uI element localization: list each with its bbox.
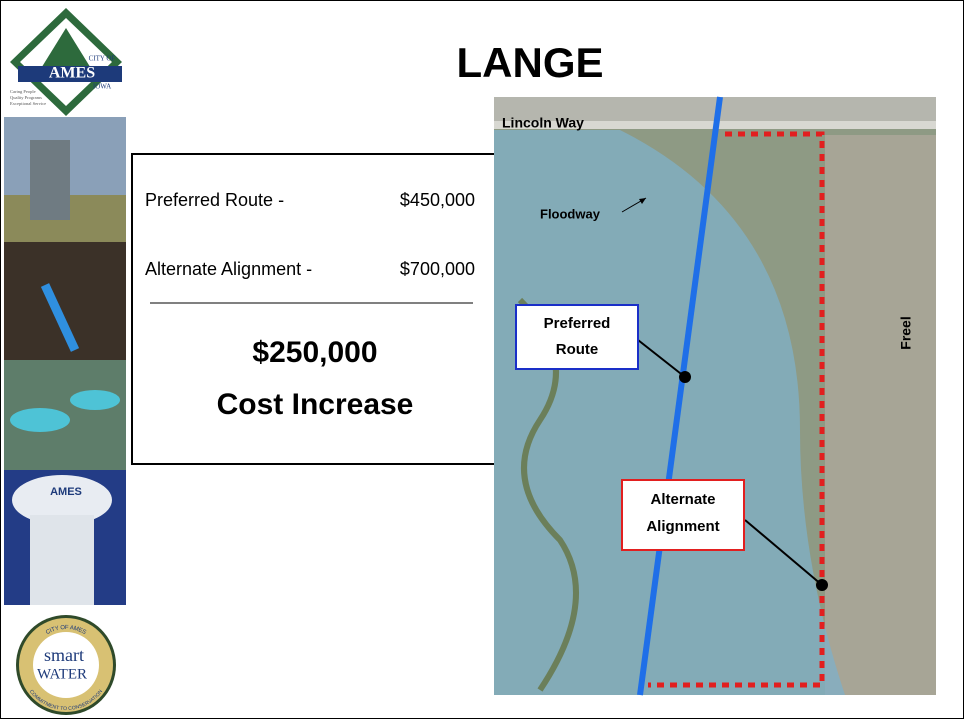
logo-tagline: Quality Programs: [10, 95, 42, 100]
logo-name: AMES: [49, 65, 95, 82]
cost-total: $250,000: [252, 336, 377, 369]
logo-tagline: Caring People: [10, 89, 36, 94]
cost-box: Preferred Route - $450,000 Alternate Ali…: [132, 154, 498, 464]
logo-city-of: CITY OF: [89, 55, 116, 63]
logo-state: IOWA: [93, 83, 111, 91]
page: {"title": "LANGE", "logo": {"city_of": "…: [0, 0, 964, 719]
side-street-label: Freel: [898, 316, 914, 349]
smart-water-logo: CITY OF AMES COMMITMENT TO CONSERVATION …: [16, 615, 116, 715]
cost-label: Alternate Alignment -: [145, 259, 312, 279]
street-label: Lincoln Way: [502, 115, 584, 131]
tower-text: AMES: [50, 486, 82, 498]
cost-caption: Cost Increase: [217, 388, 414, 421]
smart-text: smart: [44, 645, 84, 665]
cost-amount: $450,000: [400, 190, 475, 210]
alternate-callout: Alignment: [646, 518, 719, 535]
preferred-callout: Route: [556, 341, 599, 358]
floodway-label: Floodway: [540, 206, 601, 221]
slide-title: LANGE: [457, 39, 604, 86]
cost-label: Preferred Route -: [145, 190, 284, 210]
alternate-callout: Alternate: [650, 491, 715, 508]
preferred-callout: Preferred: [544, 315, 611, 332]
slide: CITY OF AMES IOWA Caring People Quality …: [0, 0, 964, 719]
photo-strip: AMES: [4, 117, 126, 605]
cost-amount: $700,000: [400, 259, 475, 279]
map: Lincoln Way Floodway Freel Preferred Rou…: [494, 97, 936, 695]
water-text: WATER: [37, 666, 87, 682]
logo-tagline: Exceptional Service: [10, 101, 46, 106]
